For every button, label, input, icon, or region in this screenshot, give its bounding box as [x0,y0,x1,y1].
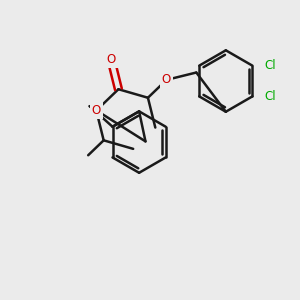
Text: Cl: Cl [264,59,276,72]
Text: O: O [162,74,171,86]
Text: O: O [106,53,116,66]
Text: O: O [92,104,101,117]
Text: Cl: Cl [264,90,276,103]
